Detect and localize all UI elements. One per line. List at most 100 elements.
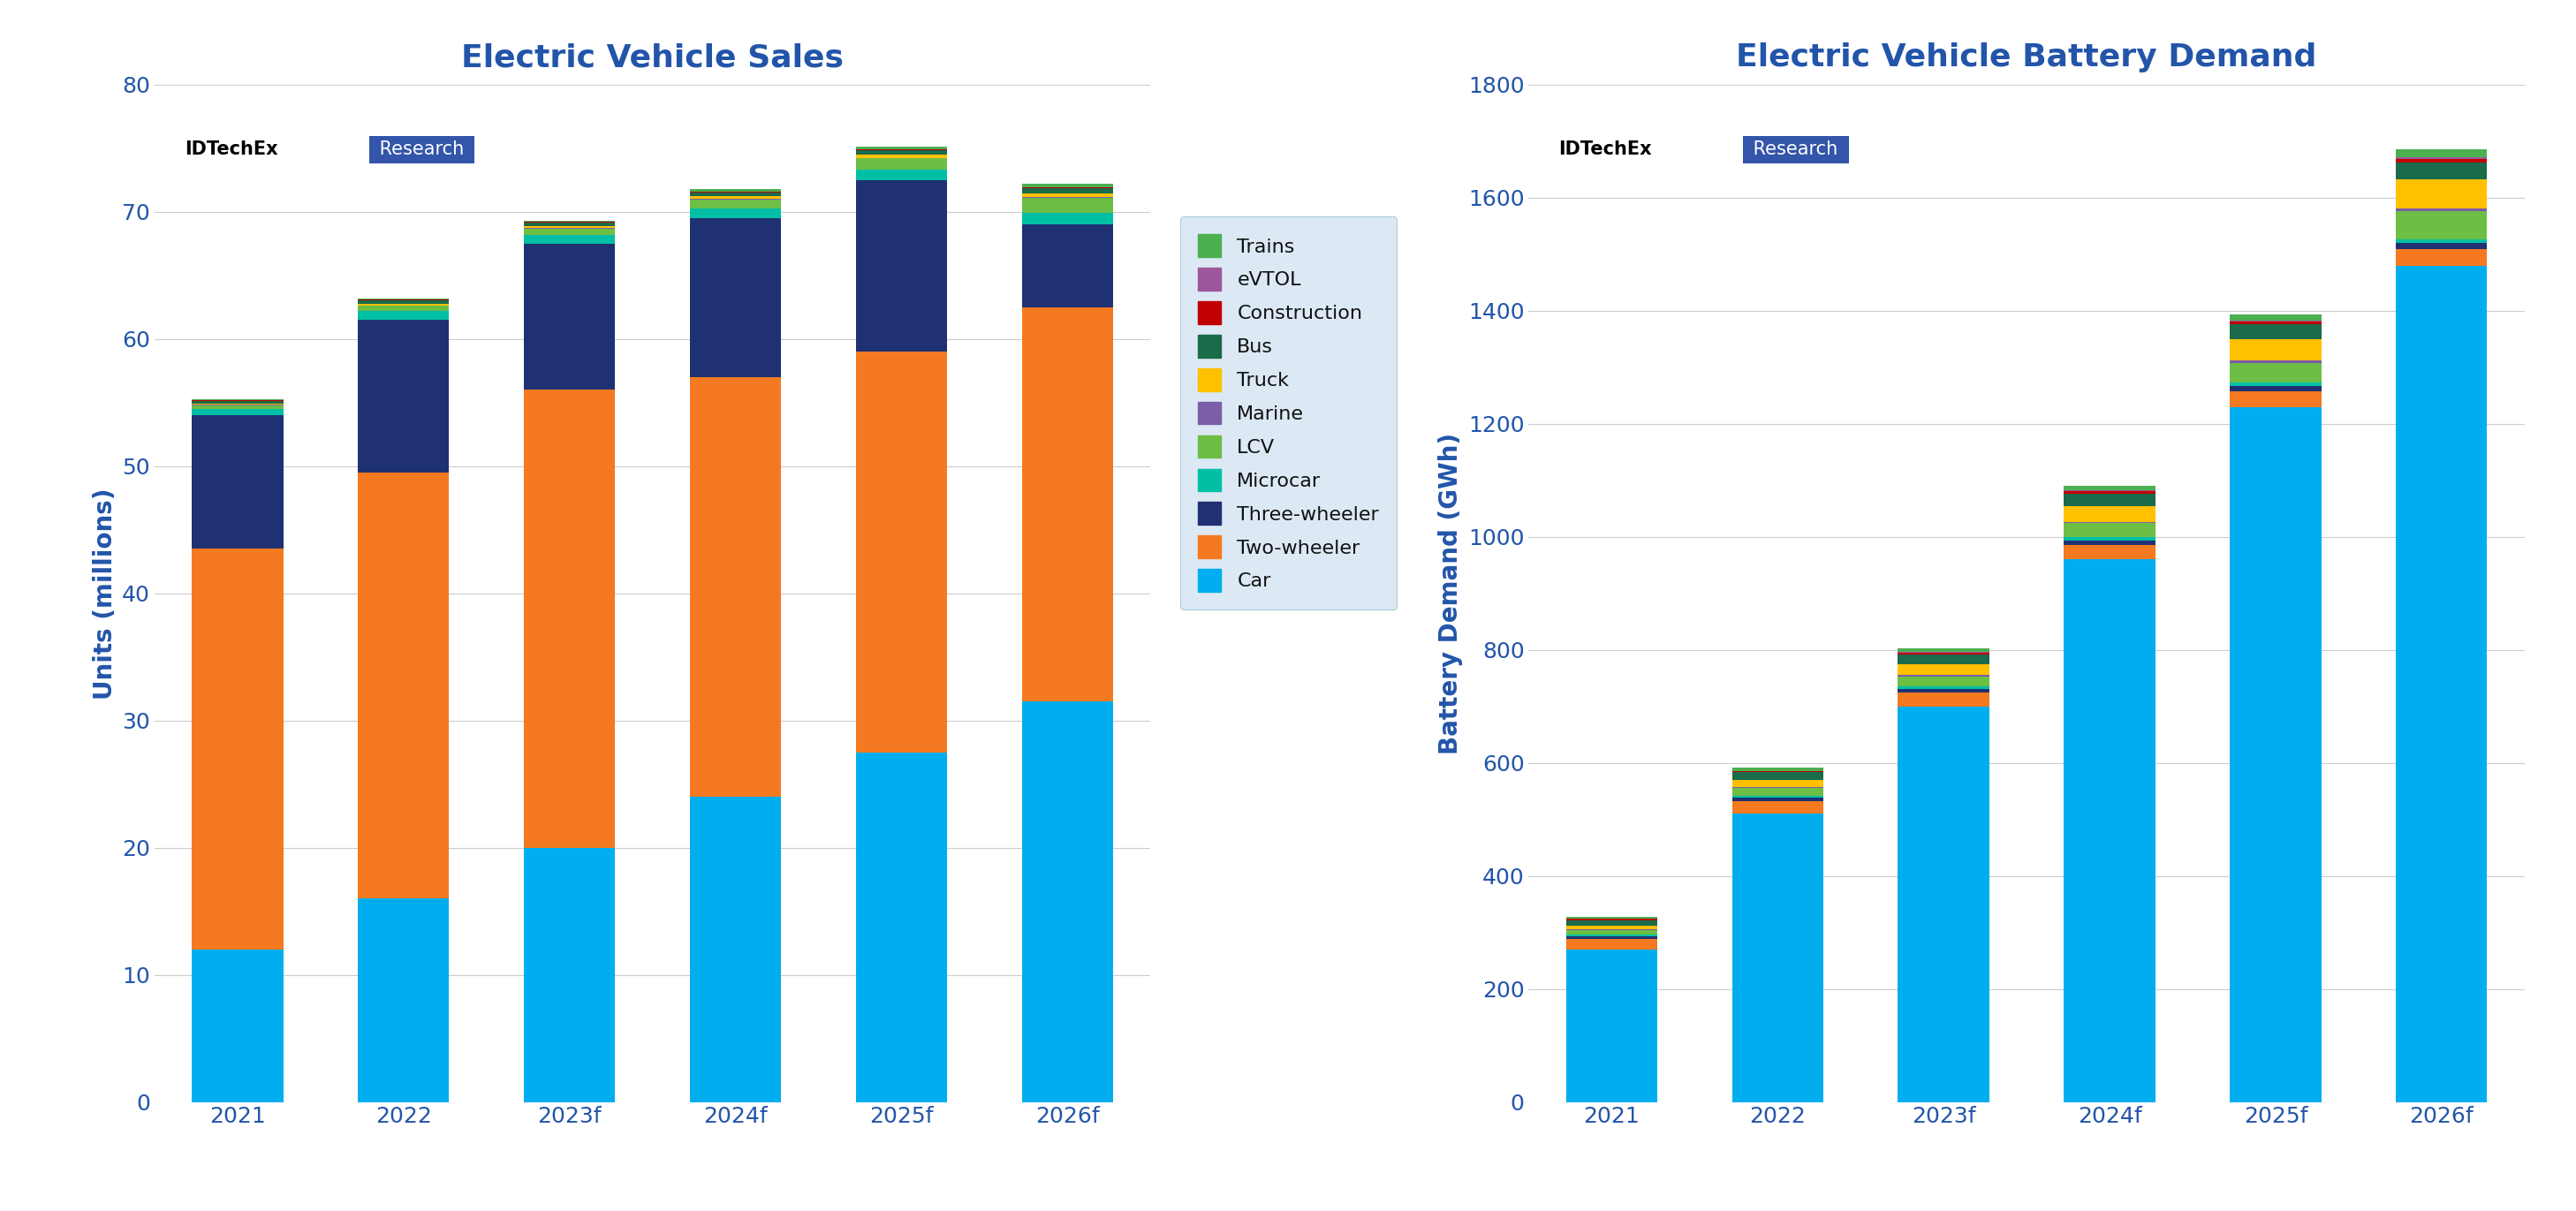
Bar — [1899, 706, 1989, 1102]
Bar — [523, 390, 616, 848]
Text: IDTechEx: IDTechEx — [1558, 140, 1651, 159]
Bar — [1023, 189, 1113, 194]
Bar — [2231, 325, 2321, 339]
Bar — [358, 300, 448, 304]
Bar — [2396, 211, 2488, 239]
Bar — [2231, 407, 2321, 1102]
Bar — [1731, 802, 1824, 814]
Bar — [2063, 538, 2156, 540]
Bar — [1731, 788, 1824, 796]
Bar — [1023, 197, 1113, 213]
Bar — [2231, 386, 2321, 391]
Bar — [523, 229, 616, 235]
Bar — [690, 196, 781, 199]
Bar — [1566, 940, 1656, 949]
Bar — [855, 147, 948, 149]
Bar — [2396, 243, 2488, 248]
Bar — [2063, 559, 2156, 1102]
Bar — [2063, 506, 2156, 522]
Bar — [855, 150, 948, 155]
Bar — [2063, 522, 2156, 523]
Bar — [1731, 796, 1824, 798]
Bar — [358, 311, 448, 320]
Bar — [523, 235, 616, 243]
Bar — [191, 415, 283, 549]
Bar — [2063, 493, 2156, 506]
Bar — [1566, 920, 1656, 925]
Bar — [2396, 179, 2488, 208]
Bar — [1731, 798, 1824, 802]
Bar — [855, 180, 948, 351]
Bar — [1899, 648, 1989, 653]
Bar — [690, 377, 781, 797]
Bar — [1023, 213, 1113, 225]
Y-axis label: Battery Demand (GWh): Battery Demand (GWh) — [1437, 432, 1463, 754]
Bar — [358, 304, 448, 305]
Bar — [690, 797, 781, 1102]
Title: Electric Vehicle Sales: Electric Vehicle Sales — [461, 42, 845, 73]
Bar — [2396, 162, 2488, 179]
Bar — [1566, 935, 1656, 936]
Bar — [1566, 936, 1656, 940]
Bar — [2231, 363, 2321, 383]
Bar — [1899, 654, 1989, 665]
Bar — [191, 409, 283, 415]
Bar — [191, 403, 283, 404]
Bar — [358, 306, 448, 311]
Bar — [1899, 689, 1989, 693]
Bar — [358, 472, 448, 899]
Bar — [2396, 149, 2488, 157]
Text: Research: Research — [1747, 140, 1844, 159]
Bar — [2063, 523, 2156, 538]
Bar — [690, 199, 781, 208]
Bar — [191, 549, 283, 949]
Bar — [1023, 194, 1113, 197]
Bar — [1731, 780, 1824, 787]
Title: Electric Vehicle Battery Demand: Electric Vehicle Battery Demand — [1736, 42, 2316, 73]
Bar — [2231, 339, 2321, 361]
Bar — [523, 243, 616, 390]
Bar — [1899, 675, 1989, 677]
Bar — [855, 170, 948, 180]
Legend: Trains, eVTOL, Construction, Bus, Truck, Marine, LCV, Microcar, Three-wheeler, T: Trains, eVTOL, Construction, Bus, Truck,… — [1180, 217, 1396, 609]
Bar — [358, 298, 448, 299]
Bar — [358, 899, 448, 1102]
Bar — [1899, 665, 1989, 675]
Bar — [855, 155, 948, 157]
Bar — [2396, 265, 2488, 1102]
Bar — [2231, 314, 2321, 321]
Bar — [1566, 917, 1656, 919]
Bar — [191, 949, 283, 1102]
Bar — [2231, 361, 2321, 363]
Bar — [1566, 925, 1656, 929]
Bar — [1899, 693, 1989, 706]
Bar — [690, 193, 781, 196]
Bar — [1023, 184, 1113, 188]
Bar — [2396, 208, 2488, 211]
Bar — [1731, 771, 1824, 780]
Bar — [855, 752, 948, 1102]
Bar — [690, 189, 781, 191]
Bar — [1566, 930, 1656, 935]
Bar — [2396, 239, 2488, 243]
Bar — [523, 226, 616, 228]
Text: Research: Research — [374, 140, 469, 159]
Y-axis label: Units (millions): Units (millions) — [93, 488, 116, 699]
Bar — [1731, 814, 1824, 1102]
Bar — [1566, 949, 1656, 1102]
Bar — [1023, 308, 1113, 701]
Bar — [2396, 248, 2488, 265]
Bar — [2231, 322, 2321, 325]
Bar — [690, 218, 781, 377]
Bar — [2396, 157, 2488, 159]
Bar — [2063, 492, 2156, 493]
Bar — [358, 320, 448, 472]
Bar — [2231, 391, 2321, 407]
Text: IDTechEx: IDTechEx — [185, 140, 278, 159]
Bar — [690, 208, 781, 218]
Bar — [1899, 687, 1989, 689]
Bar — [855, 159, 948, 170]
Bar — [523, 220, 616, 222]
Bar — [1023, 224, 1113, 308]
Bar — [191, 406, 283, 409]
